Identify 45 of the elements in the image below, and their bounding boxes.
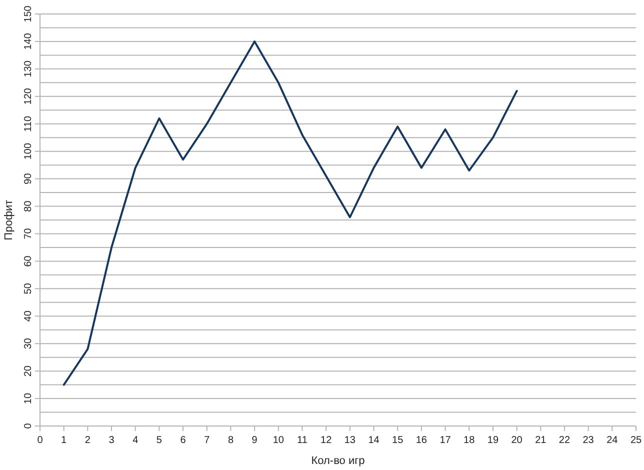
x-tick-label: 14 [368,435,380,446]
x-tick-label: 20 [511,435,523,446]
x-tick-label: 7 [204,435,210,446]
line-series [62,40,518,386]
y-tick-label: 90 [23,172,34,184]
x-tick-label: 17 [440,435,452,446]
x-tick-label: 21 [535,435,547,446]
y-tick-label: 130 [23,60,34,78]
x-tick-label: 4 [132,435,139,446]
x-tick-label: 15 [392,435,404,446]
x-tick-label: 1 [61,435,68,446]
y-tick-label: 40 [23,310,34,322]
y-axis-title: Профит [3,200,15,240]
x-tick-label: 8 [228,435,234,446]
x-tick-label: 24 [606,435,618,446]
x-tick-label: 10 [272,435,284,446]
x-tick-label: 9 [252,435,258,446]
x-tick-label: 25 [630,435,642,446]
x-tick-label: 5 [156,435,162,446]
y-tick-label: 30 [23,338,34,350]
y-tick-label: 20 [23,365,34,377]
x-tick-label: 0 [37,435,44,446]
y-tick-label: 110 [23,115,34,132]
x-tick-label: 13 [344,435,356,446]
x-tick-label: 18 [464,435,476,446]
y-tick-label: 10 [23,392,34,404]
y-tick-label: 50 [23,282,34,294]
x-tick-label: 23 [582,435,594,446]
y-tick-label: 70 [23,228,34,240]
y-tick-label: 60 [23,255,34,267]
x-tick-label: 3 [108,435,115,446]
y-tick-label: 0 [23,422,34,429]
x-tick-label: 19 [487,435,499,446]
x-tick-label: 16 [416,435,428,446]
x-tick-label: 6 [180,435,186,446]
x-tick-label: 12 [320,435,332,446]
y-tick-label: 140 [23,32,34,50]
y-tick-label: 120 [23,88,34,105]
x-axis-title: Кол-во игр [311,455,365,467]
x-tick-label: 2 [84,435,91,446]
y-tick-label: 80 [23,200,34,212]
x-tick-label: 22 [558,435,570,446]
x-tick-label: 11 [297,435,308,446]
y-tick-label: 100 [23,142,34,160]
y-tick-label: 150 [23,5,34,22]
